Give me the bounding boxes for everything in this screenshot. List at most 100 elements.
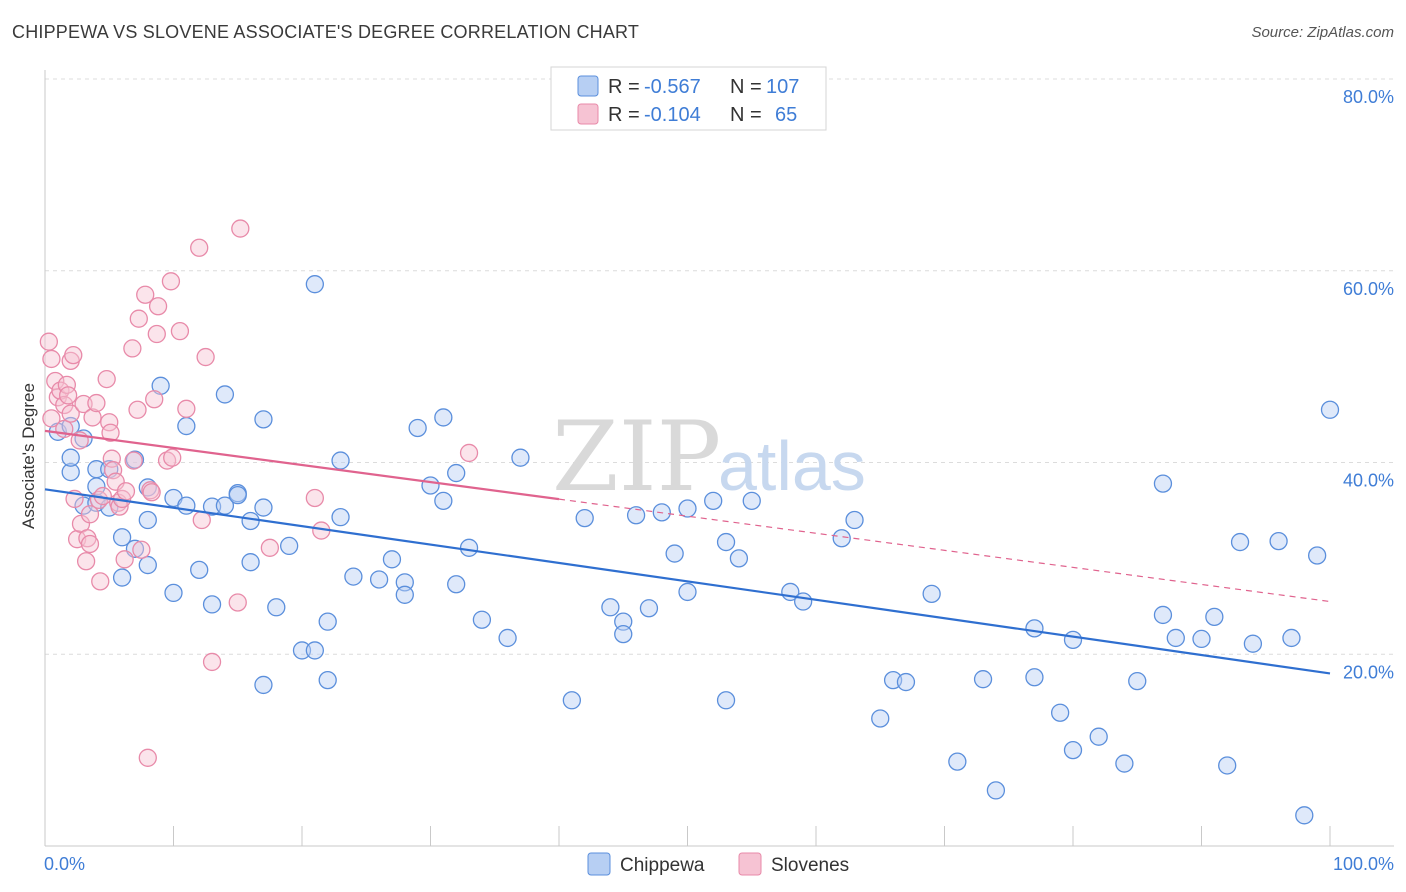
- chippewa-point-56: [472, 610, 492, 629]
- legend-r-value-slovenes: -0.104: [644, 104, 701, 126]
- chippewa-point-82: [922, 584, 941, 603]
- chippewa-point-103: [1282, 628, 1301, 648]
- chippewa-point-59: [562, 691, 581, 710]
- chippewa-point-70: [704, 491, 723, 511]
- chippewa-point-81: [896, 672, 916, 692]
- chippewa-point-49: [408, 418, 427, 438]
- chippewa-point-76: [794, 592, 813, 611]
- legend-swatch-slovenes: [577, 103, 599, 125]
- chippewa-point-96: [1166, 628, 1185, 648]
- chippewa-point-29: [228, 485, 247, 505]
- x-tick-label-min: 0.0%: [44, 854, 85, 874]
- chippewa-point-57: [498, 628, 517, 648]
- chippewa-point-102: [1269, 531, 1288, 551]
- chippewa-point-91: [1089, 727, 1108, 746]
- chippewa-point-79: [871, 709, 890, 728]
- chippewa-point-106: [1320, 400, 1340, 419]
- chippewa-point-39: [305, 275, 325, 294]
- chippewa-point-51: [434, 408, 453, 427]
- chippewa-point-67: [665, 544, 684, 563]
- chippewa-point-3: [61, 448, 80, 467]
- chippewa-point-33: [254, 498, 273, 517]
- slovenes-point-27: [97, 369, 116, 389]
- chippewa-point-16: [138, 510, 157, 530]
- slovenes-point-12: [64, 345, 83, 365]
- slovenes-point-50: [157, 451, 177, 470]
- chippewa-point-93: [1128, 671, 1147, 691]
- chippewa-point-36: [279, 536, 299, 556]
- chippewa-point-89: [1063, 630, 1083, 650]
- legend-box: R = -0.567 N = 107 R = -0.104 N = 65: [550, 66, 827, 131]
- chippewa-point-83: [948, 752, 967, 771]
- chippewa-point-72: [716, 691, 736, 710]
- slovenes-point-41: [129, 309, 148, 328]
- y-tick-labels: 20.0% 40.0% 60.0% 80.0%: [1343, 87, 1394, 682]
- slovenes-point-53: [170, 322, 190, 341]
- slovenes-point-17: [74, 394, 93, 414]
- slovenes-point-47: [145, 390, 164, 409]
- legend-r-label-slovenes: R =: [608, 104, 640, 126]
- slovenes-point-46: [142, 483, 161, 502]
- slovenes-point-1: [42, 349, 61, 369]
- slovenes-point-56: [192, 510, 211, 530]
- chippewa-point-11: [112, 528, 132, 547]
- chippewa-point-62: [614, 612, 633, 631]
- chippewa-point-95: [1153, 474, 1173, 493]
- legend-swatch-chippewa: [577, 75, 599, 97]
- chippewa-point-40: [318, 612, 337, 631]
- chippewa-point-78: [845, 510, 864, 530]
- slovenes-point-20: [80, 534, 100, 554]
- slovenes-point-39: [124, 451, 143, 470]
- chippewa-point-64: [626, 506, 646, 525]
- chippewa-point-12: [112, 568, 132, 587]
- y-tick-label-80: 80.0%: [1343, 87, 1394, 107]
- chippewa-point-37: [292, 641, 312, 660]
- trendlines: [44, 429, 1331, 675]
- chippewa-point-48: [395, 585, 414, 604]
- chippewa-point-92: [1115, 754, 1134, 773]
- chippewa-point-65: [639, 599, 659, 618]
- source-label: Source: ZipAtlas.com: [1251, 24, 1394, 41]
- chippewa-point-21: [177, 496, 196, 515]
- chippewa-point-77: [832, 529, 851, 548]
- watermark-atlas: atlas: [718, 427, 866, 505]
- y-tick-label-60: 60.0%: [1343, 279, 1394, 299]
- slovenes-point-42: [132, 540, 151, 559]
- chippewa-point-31: [241, 511, 260, 531]
- slovenes-point-49: [148, 297, 168, 316]
- chippewa-point-47: [395, 573, 414, 592]
- slovenes-point-18: [76, 552, 96, 571]
- chippewa-point-32: [254, 410, 273, 429]
- chippewa-point-38: [305, 641, 325, 660]
- chart-title: CHIPPEWA VS SLOVENE ASSOCIATE'S DEGREE C…: [12, 22, 640, 42]
- chippewa-point-97: [1192, 629, 1211, 649]
- chippewa-point-98: [1205, 607, 1224, 627]
- watermark-zip: ZIP: [552, 401, 721, 513]
- chippewa-point-94: [1153, 605, 1173, 625]
- chippewa-point-99: [1218, 756, 1237, 775]
- chippewa-point-23: [190, 560, 209, 580]
- chippewa-point-101: [1243, 634, 1263, 653]
- legend-n-value-slovenes: 65: [775, 104, 797, 126]
- chippewa-point-58: [511, 448, 530, 467]
- chippewa-point-34: [254, 675, 273, 695]
- slovenes-point-54: [177, 399, 196, 418]
- chippewa-point-43: [331, 507, 350, 527]
- chippewa-point-63: [614, 624, 633, 644]
- chippewa-point-50: [421, 476, 440, 495]
- slovenes-point-58: [202, 652, 222, 672]
- slovenes-point-52: [163, 448, 182, 467]
- y-tick-label-20: 20.0%: [1343, 662, 1394, 682]
- slovenes-point-23: [87, 393, 106, 413]
- slovenes-point-59: [228, 593, 247, 612]
- chippewa-point-87: [1025, 668, 1044, 687]
- chippewa-point-30: [241, 553, 260, 572]
- x-tick-label-max: 100.0%: [1333, 854, 1394, 874]
- chippewa-point-68: [678, 582, 697, 602]
- slovenes-point-37: [116, 482, 136, 501]
- chippewa-point-104: [1308, 546, 1327, 565]
- legend-n-label-slovenes: N =: [730, 104, 762, 126]
- chippewa-point-88: [1051, 703, 1070, 722]
- slovenes-point-22: [83, 408, 102, 427]
